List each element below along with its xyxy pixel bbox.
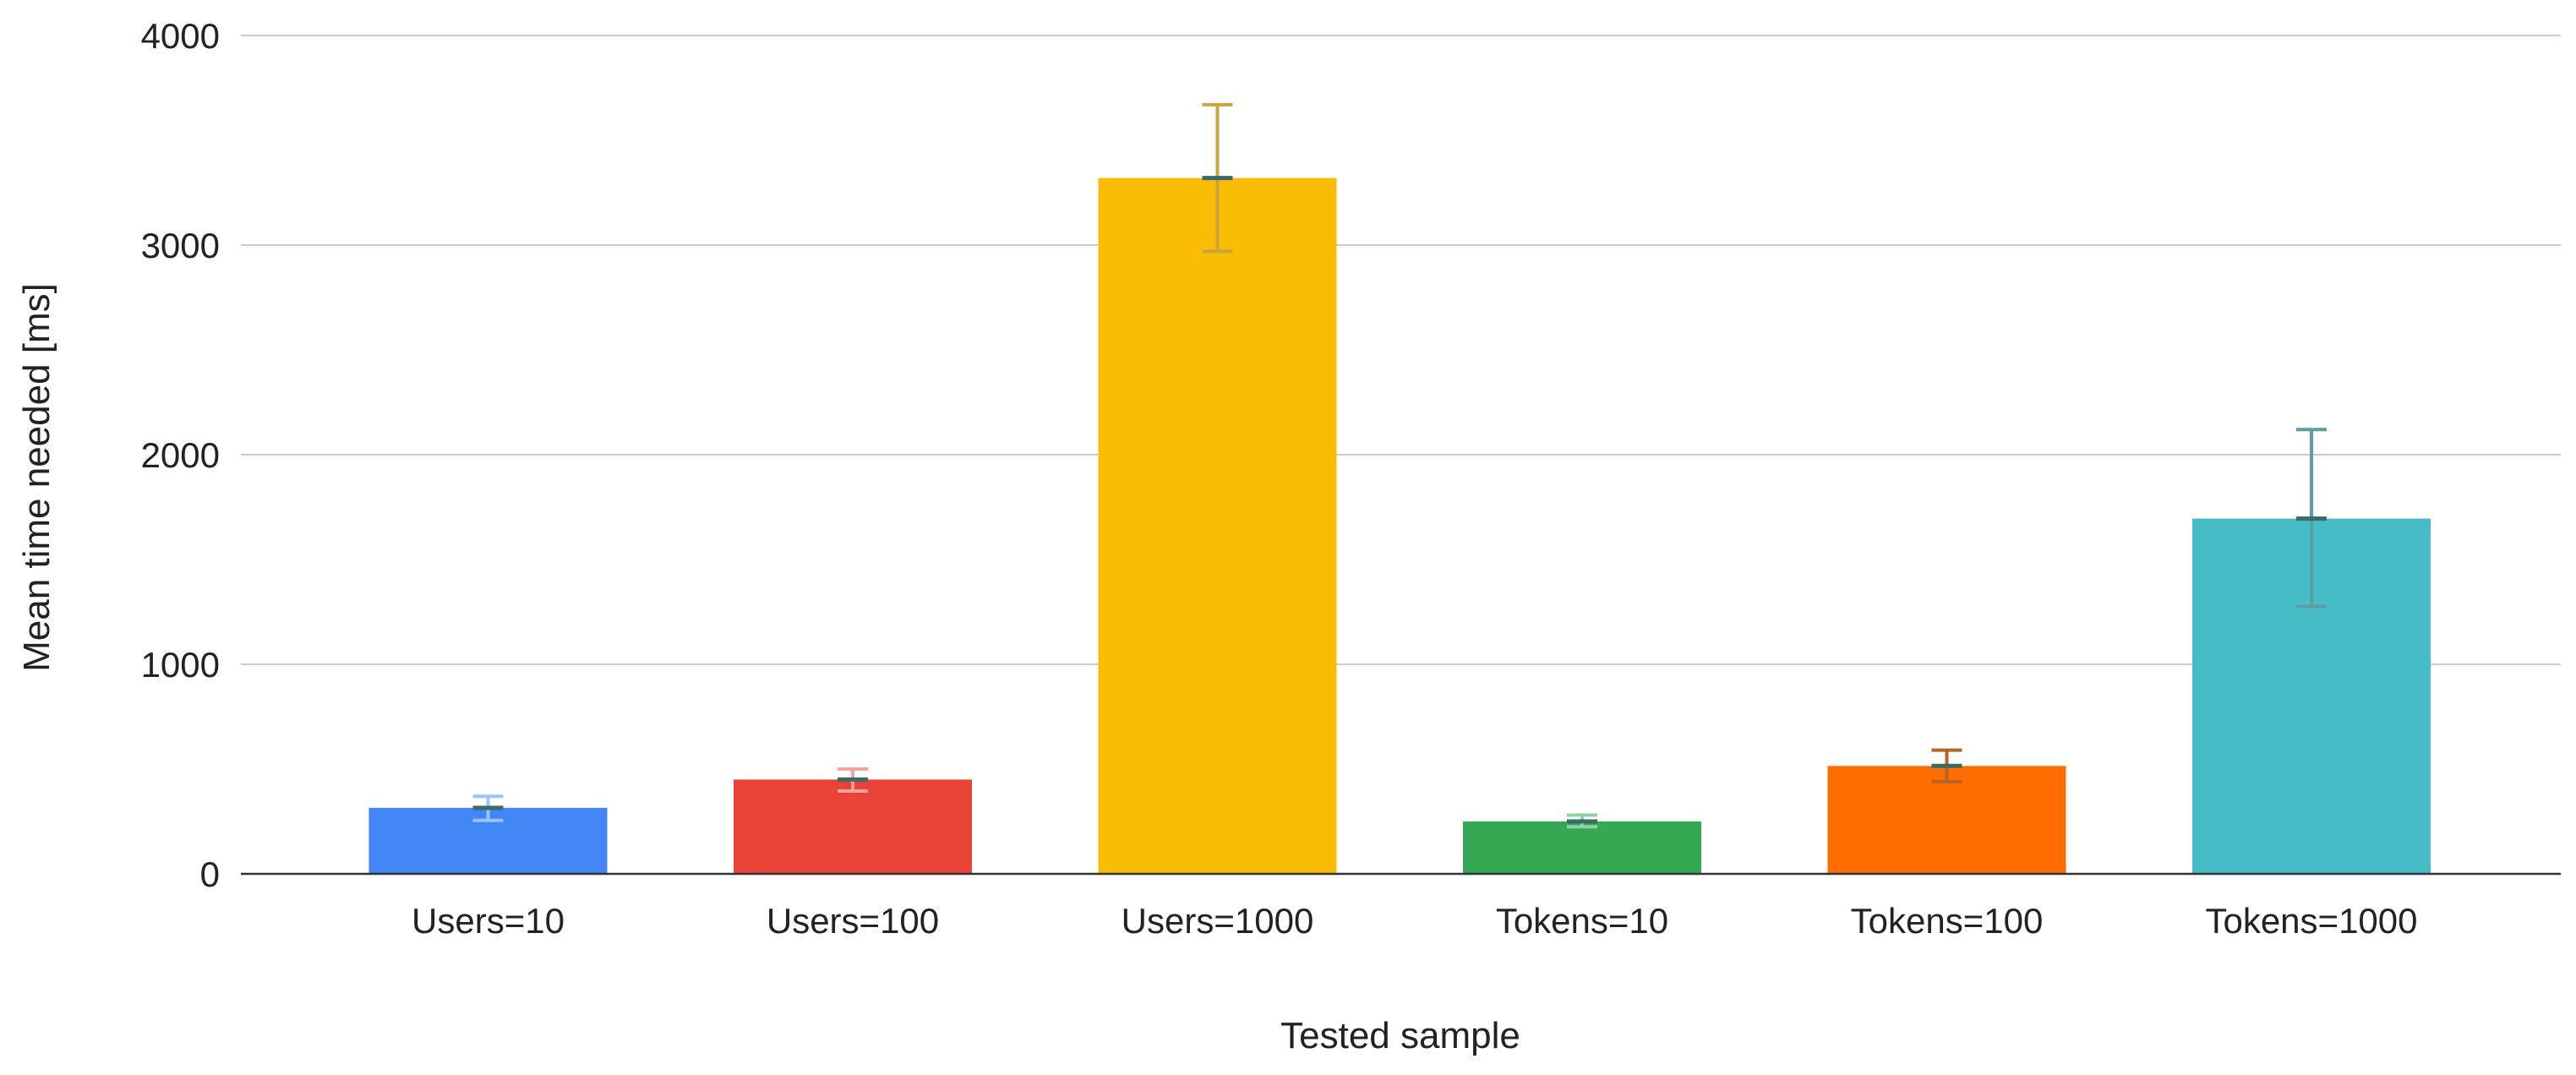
x-tick-labels: Users=10 Users=100 Users=1000 Tokens=10 Toke… [412,901,2417,941]
y-tick-label: 2000 [141,435,220,475]
error-bar [1931,748,1962,783]
error-bars [472,102,2327,829]
bar [1827,766,2066,874]
error-bar [1202,102,1233,254]
bar [1098,177,1337,874]
y-tick-label: 4000 [141,16,220,56]
y-tick-labels: 0 1000 2000 3000 4000 [141,16,220,894]
x-tick-label: Users=100 [767,901,939,941]
error-bar [472,794,504,822]
x-tick-label: Users=1000 [1122,901,1314,941]
bar [1463,821,1701,874]
x-tick-label: Tokens=100 [1851,901,2044,941]
bars [368,177,2431,874]
error-bar [2296,428,2327,608]
y-tick-label: 0 [200,854,220,894]
x-tick-label: Tokens=10 [1496,901,1668,941]
y-axis-title: Mean time needed [ms] [16,283,57,672]
x-axis-title: Tested sample [1280,1015,1520,1056]
x-tick-label: Users=10 [412,901,565,941]
bar [734,779,972,874]
y-tick-label: 3000 [141,226,220,265]
x-tick-label: Tokens=1000 [2205,901,2417,941]
error-bar [838,767,868,794]
error-bar [1567,813,1597,829]
gridlines [241,35,2561,665]
y-tick-label: 1000 [141,645,220,685]
